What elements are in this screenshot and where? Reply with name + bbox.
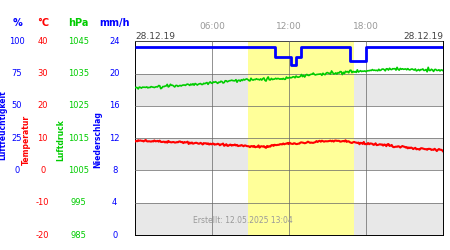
Text: 12: 12 — [109, 134, 120, 142]
Bar — [354, 106, 443, 138]
Text: mm/h: mm/h — [99, 18, 130, 28]
Bar — [135, 106, 443, 138]
Text: 1005: 1005 — [68, 166, 89, 175]
Text: 18:00: 18:00 — [353, 22, 379, 31]
Text: 1025: 1025 — [68, 101, 89, 110]
Bar — [354, 138, 443, 170]
Bar — [135, 203, 443, 235]
Text: Niederschlag: Niederschlag — [94, 112, 103, 168]
Text: 1035: 1035 — [68, 69, 89, 78]
Text: 50: 50 — [12, 101, 22, 110]
Text: 0: 0 — [14, 166, 20, 175]
Text: 40: 40 — [37, 37, 48, 46]
Text: Erstellt: 12.05.2025 13:04: Erstellt: 12.05.2025 13:04 — [193, 216, 293, 225]
Text: 30: 30 — [37, 69, 48, 78]
Text: 28.12.19: 28.12.19 — [135, 32, 175, 41]
Bar — [135, 170, 248, 203]
Text: Temperatur: Temperatur — [22, 115, 31, 165]
Bar — [135, 41, 248, 74]
Text: 24: 24 — [109, 37, 120, 46]
Text: 25: 25 — [12, 134, 22, 142]
Bar — [248, 41, 354, 235]
Text: 12:00: 12:00 — [276, 22, 302, 31]
Text: 8: 8 — [112, 166, 117, 175]
Text: 06:00: 06:00 — [199, 22, 225, 31]
Text: 4: 4 — [112, 198, 117, 207]
Bar — [135, 138, 248, 170]
Text: 0: 0 — [112, 230, 117, 239]
Text: 10: 10 — [37, 134, 48, 142]
Bar — [135, 106, 248, 138]
Text: -20: -20 — [36, 230, 50, 239]
Text: 75: 75 — [12, 69, 22, 78]
Text: 16: 16 — [109, 101, 120, 110]
Text: -10: -10 — [36, 198, 50, 207]
Bar — [135, 170, 443, 203]
Text: 1045: 1045 — [68, 37, 89, 46]
Text: Luftdruck: Luftdruck — [56, 119, 65, 161]
Text: 985: 985 — [71, 230, 87, 239]
Bar — [354, 74, 443, 106]
Text: 0: 0 — [40, 166, 45, 175]
Bar — [354, 170, 443, 203]
Text: 28.12.19: 28.12.19 — [403, 32, 443, 41]
Text: °C: °C — [37, 18, 49, 28]
Text: 20: 20 — [109, 69, 120, 78]
Text: 995: 995 — [71, 198, 86, 207]
Bar — [135, 203, 248, 235]
Bar — [135, 74, 248, 106]
Text: hPa: hPa — [68, 18, 89, 28]
Bar — [135, 138, 443, 170]
Text: 1015: 1015 — [68, 134, 89, 142]
Text: %: % — [12, 18, 22, 28]
Text: Luftfeuchtigkeit: Luftfeuchtigkeit — [0, 90, 7, 160]
Text: 20: 20 — [37, 101, 48, 110]
Bar — [135, 41, 443, 74]
Bar — [135, 74, 443, 106]
Bar — [354, 41, 443, 74]
Text: 100: 100 — [9, 37, 25, 46]
Bar — [354, 203, 443, 235]
